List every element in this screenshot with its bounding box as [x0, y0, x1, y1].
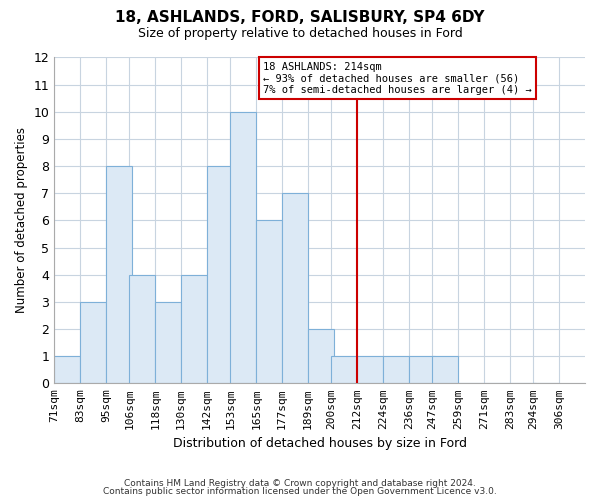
Bar [80, 302, 106, 384]
Bar [256, 220, 282, 384]
Bar [181, 274, 207, 384]
Text: 18, ASHLANDS, FORD, SALISBURY, SP4 6DY: 18, ASHLANDS, FORD, SALISBURY, SP4 6DY [115, 10, 485, 25]
Bar [54, 356, 80, 384]
Bar [106, 166, 131, 384]
Text: Contains HM Land Registry data © Crown copyright and database right 2024.: Contains HM Land Registry data © Crown c… [124, 478, 476, 488]
Bar [433, 356, 458, 384]
Bar [155, 302, 181, 384]
Text: 18 ASHLANDS: 214sqm
← 93% of detached houses are smaller (56)
7% of semi-detache: 18 ASHLANDS: 214sqm ← 93% of detached ho… [263, 62, 532, 95]
Bar [282, 194, 308, 384]
Bar [230, 112, 256, 384]
Bar [130, 274, 155, 384]
Text: Size of property relative to detached houses in Ford: Size of property relative to detached ho… [137, 28, 463, 40]
Bar [357, 356, 383, 384]
Bar [308, 329, 334, 384]
Y-axis label: Number of detached properties: Number of detached properties [15, 128, 28, 314]
Bar [409, 356, 434, 384]
Bar [207, 166, 233, 384]
X-axis label: Distribution of detached houses by size in Ford: Distribution of detached houses by size … [173, 437, 467, 450]
Bar [331, 356, 357, 384]
Bar [383, 356, 409, 384]
Text: Contains public sector information licensed under the Open Government Licence v3: Contains public sector information licen… [103, 487, 497, 496]
